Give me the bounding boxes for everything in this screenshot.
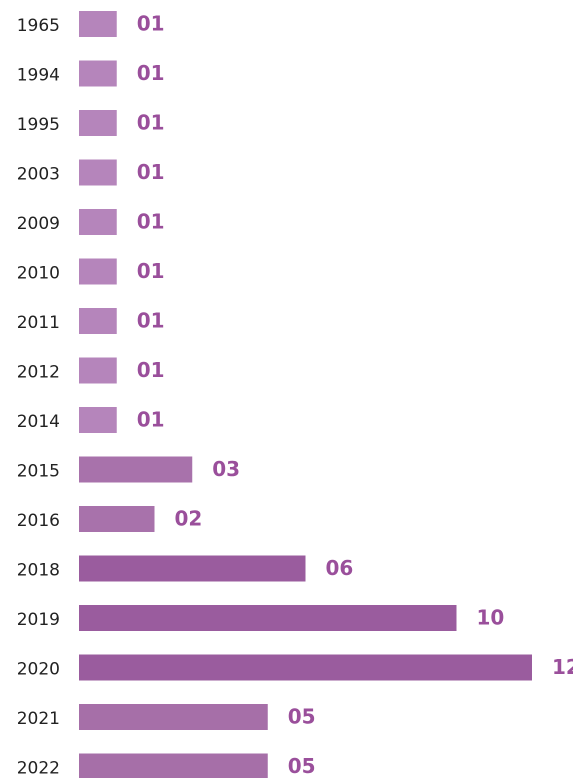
category-label: 2022	[17, 759, 60, 778]
category-label: 2015	[17, 462, 60, 482]
bar	[79, 456, 193, 483]
category-label: 1994	[17, 66, 60, 86]
category-label: 2012	[17, 363, 60, 383]
value-label: 12	[552, 655, 573, 679]
value-label: 05	[288, 705, 316, 729]
value-label: 01	[137, 309, 165, 333]
value-label: 01	[137, 358, 165, 382]
bar	[79, 605, 457, 631]
value-label: 10	[477, 606, 505, 630]
value-label: 01	[137, 160, 165, 184]
bar	[79, 654, 532, 681]
category-label: 2019	[17, 610, 60, 630]
category-label: 2011	[17, 313, 60, 333]
category-label: 2003	[17, 165, 60, 185]
value-label: 03	[212, 457, 240, 481]
value-label: 01	[137, 408, 165, 432]
category-label: 2020	[17, 660, 60, 680]
category-label: 2021	[17, 709, 60, 729]
value-label: 01	[137, 210, 165, 234]
bar	[79, 753, 268, 778]
bar	[79, 407, 117, 433]
value-label: 01	[137, 111, 165, 135]
category-label: 1995	[17, 115, 60, 135]
category-label: 2010	[17, 264, 60, 284]
bar	[79, 258, 117, 285]
bar	[79, 704, 268, 730]
bar	[79, 357, 117, 384]
bar	[79, 110, 117, 136]
bar	[79, 11, 117, 37]
bar	[79, 506, 155, 532]
value-label: 05	[288, 754, 316, 778]
category-label: 2014	[17, 412, 60, 432]
category-label: 2016	[17, 511, 60, 531]
value-label: 01	[137, 12, 165, 36]
bar	[79, 555, 306, 582]
category-label: 1965	[17, 16, 60, 36]
value-label: 02	[175, 507, 203, 531]
value-label: 01	[137, 259, 165, 283]
category-label: 2018	[17, 561, 60, 581]
value-label: 06	[326, 556, 354, 580]
bar	[79, 308, 117, 334]
category-label: 2009	[17, 214, 60, 234]
bar	[79, 159, 117, 186]
bar	[79, 209, 117, 235]
bar	[79, 60, 117, 87]
value-label: 01	[137, 61, 165, 85]
